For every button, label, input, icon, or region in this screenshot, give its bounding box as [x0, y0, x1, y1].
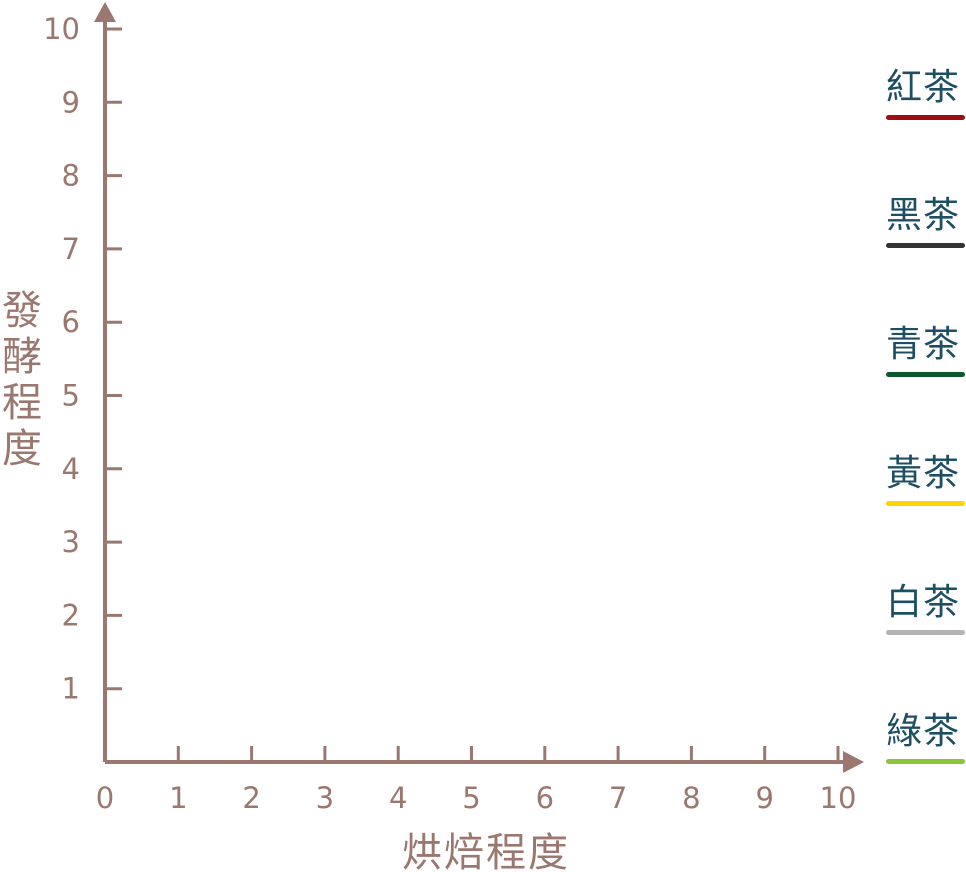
x-tick-label: 6 — [536, 781, 554, 815]
y-axis-title: 發酵程度 — [2, 288, 42, 472]
y-ticks: 1 2 3 4 5 6 7 8 9 10 — [43, 12, 122, 706]
x-axis-arrow — [843, 751, 864, 773]
legend-item: 青茶 — [886, 325, 966, 377]
legend-swatch — [886, 630, 965, 635]
y-tick-label: 9 — [62, 85, 80, 119]
legend-swatch — [886, 115, 965, 120]
legend-item: 紅茶 — [886, 68, 966, 120]
legend-swatch — [886, 759, 965, 764]
x-ticks: 0 1 2 3 4 5 6 7 8 9 10 — [96, 746, 857, 815]
y-tick-label: 8 — [62, 159, 80, 193]
x-tick-label: 8 — [682, 781, 700, 815]
y-tick-label: 10 — [43, 12, 80, 46]
legend-label: 綠茶 — [886, 711, 961, 752]
y-tick-label: 3 — [62, 525, 80, 559]
x-tick-label: 4 — [389, 781, 407, 815]
legend-item: 綠茶 — [886, 712, 966, 764]
x-tick-label: 3 — [316, 781, 334, 815]
y-tick-label: 4 — [62, 452, 80, 486]
legend-item: 白茶 — [886, 583, 966, 635]
x-tick-label: 1 — [169, 781, 187, 815]
legend-item: 黑茶 — [886, 196, 966, 248]
x-tick-label: 2 — [242, 781, 260, 815]
x-axis-title: 烘焙程度 — [402, 830, 570, 872]
legend-label: 青茶 — [886, 324, 961, 365]
x-tick-label: 7 — [609, 781, 627, 815]
legend-swatch — [886, 501, 965, 506]
legend-item: 黃茶 — [886, 454, 966, 506]
legend-label: 黑茶 — [886, 195, 961, 236]
x-tick-label: 10 — [820, 781, 857, 815]
legend-swatch — [886, 372, 965, 377]
x-tick-label: 0 — [96, 781, 114, 815]
axes — [94, 2, 864, 773]
x-tick-label: 5 — [462, 781, 480, 815]
y-tick-label: 7 — [62, 232, 80, 266]
y-tick-label: 6 — [62, 305, 80, 339]
x-tick-label: 9 — [755, 781, 773, 815]
y-tick-label: 2 — [62, 598, 80, 632]
y-tick-label: 1 — [62, 672, 80, 706]
legend-label: 白茶 — [886, 582, 961, 623]
y-tick-label: 5 — [62, 379, 80, 413]
legend-swatch — [886, 243, 965, 248]
legend-label: 紅茶 — [886, 67, 961, 108]
y-axis-arrow — [94, 2, 116, 22]
legend-label: 黃茶 — [886, 453, 961, 494]
